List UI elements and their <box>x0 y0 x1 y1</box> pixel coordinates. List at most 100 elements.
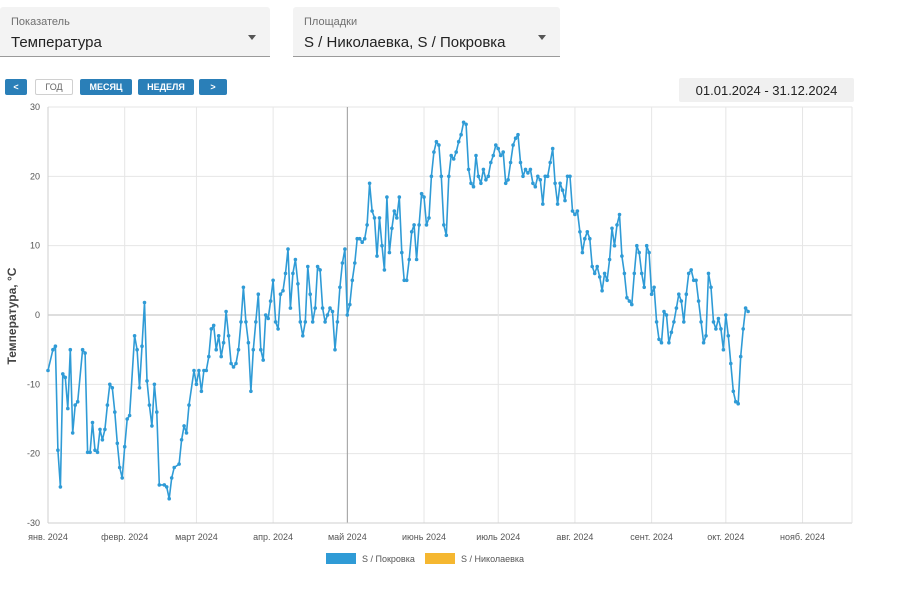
data-point <box>68 347 73 352</box>
data-point <box>667 340 671 345</box>
data-point <box>315 264 320 269</box>
data-point <box>607 257 612 262</box>
chart-axes: 30 20 10 0 -10 -20 -30 янв. 2024 февр. 2024 март … <box>27 102 853 542</box>
y-axis-label: Температура, °C <box>5 267 19 364</box>
year-button[interactable]: ГОД <box>35 79 73 95</box>
y-tick-label: 10 <box>30 241 40 251</box>
data-point <box>199 389 204 394</box>
data-point <box>350 278 355 283</box>
data-point <box>273 320 278 324</box>
data-point <box>642 285 646 290</box>
data-point <box>736 401 740 406</box>
data-point <box>464 122 468 127</box>
data-point <box>343 247 347 251</box>
data-point <box>553 181 557 186</box>
data-point <box>296 282 300 286</box>
legend-swatch-2 <box>425 553 455 564</box>
data-point <box>481 167 486 172</box>
data-point <box>80 347 85 352</box>
series-line-1 <box>47 121 749 500</box>
data-point <box>251 347 256 352</box>
data-point <box>528 167 533 172</box>
data-point <box>585 230 590 234</box>
data-point <box>140 344 144 349</box>
data-point <box>689 268 693 272</box>
data-point <box>674 306 679 310</box>
data-point <box>686 271 691 276</box>
data-point <box>261 358 266 362</box>
data-point <box>654 320 659 324</box>
data-point <box>278 292 283 297</box>
data-point <box>370 209 374 213</box>
data-point <box>731 389 736 394</box>
sites-select[interactable]: Площадки S / Николаевка, S / Покровка <box>293 7 560 57</box>
data-point <box>340 261 345 265</box>
data-point <box>382 268 387 272</box>
data-point <box>521 174 525 179</box>
data-point <box>662 309 666 314</box>
data-point <box>489 160 493 165</box>
data-point <box>454 150 459 154</box>
data-point <box>704 334 708 338</box>
data-point <box>444 233 449 238</box>
data-point <box>392 209 397 213</box>
date-range-display[interactable]: 01.01.2024 - 31.12.2024 <box>679 78 854 102</box>
data-point <box>672 320 676 324</box>
data-point <box>627 299 632 303</box>
y-tick-label: 20 <box>30 171 40 181</box>
indicator-select[interactable]: Показатель Температура <box>0 7 270 57</box>
data-point <box>286 247 290 251</box>
x-tick-label: май 2024 <box>328 532 367 542</box>
data-point <box>85 450 90 455</box>
legend-label-2: S / Николаевка <box>461 553 525 564</box>
y-tick-label: 30 <box>30 102 40 112</box>
data-point <box>276 327 280 331</box>
data-point <box>306 264 310 269</box>
prev-period-button[interactable]: < <box>5 79 27 95</box>
data-point <box>98 427 102 432</box>
data-point <box>234 361 238 366</box>
x-tick-label: апр. 2024 <box>253 532 293 542</box>
data-point <box>511 143 515 147</box>
data-point <box>437 143 441 147</box>
legend-label-1: S / Покровка <box>362 553 415 564</box>
data-point <box>494 143 498 147</box>
data-point <box>345 313 350 317</box>
data-point <box>424 223 429 227</box>
data-point <box>560 188 565 192</box>
data-point <box>194 382 199 387</box>
data-point <box>714 327 718 331</box>
data-point <box>53 344 58 349</box>
data-point <box>476 174 481 179</box>
data-point <box>602 271 607 276</box>
week-button[interactable]: НЕДЕЛЯ <box>138 79 194 95</box>
x-tick-label: нояб. 2024 <box>780 532 825 542</box>
data-point <box>496 146 501 151</box>
data-point <box>328 306 332 310</box>
legend-item-series-2[interactable]: S / Николаевка <box>425 553 524 564</box>
data-point <box>575 209 580 213</box>
chart-series <box>46 120 750 501</box>
month-button[interactable]: МЕСЯЦ <box>80 79 132 95</box>
data-point <box>558 181 562 186</box>
next-period-button[interactable]: > <box>199 79 227 95</box>
data-point <box>649 292 654 297</box>
data-point <box>167 496 171 501</box>
data-point <box>236 347 241 352</box>
y-tick-label: 0 <box>35 310 40 320</box>
data-point <box>506 178 510 182</box>
data-point <box>513 136 518 140</box>
data-point <box>325 313 330 317</box>
data-point <box>733 399 738 404</box>
data-point <box>177 462 181 466</box>
legend-item-series-1[interactable]: S / Покровка <box>326 553 415 564</box>
data-point <box>605 278 609 283</box>
chevron-down-icon <box>248 35 256 40</box>
data-point <box>461 120 466 125</box>
data-point <box>422 195 426 199</box>
data-point <box>226 334 231 338</box>
data-point <box>268 299 273 303</box>
data-point <box>380 243 384 248</box>
data-point <box>570 209 575 213</box>
